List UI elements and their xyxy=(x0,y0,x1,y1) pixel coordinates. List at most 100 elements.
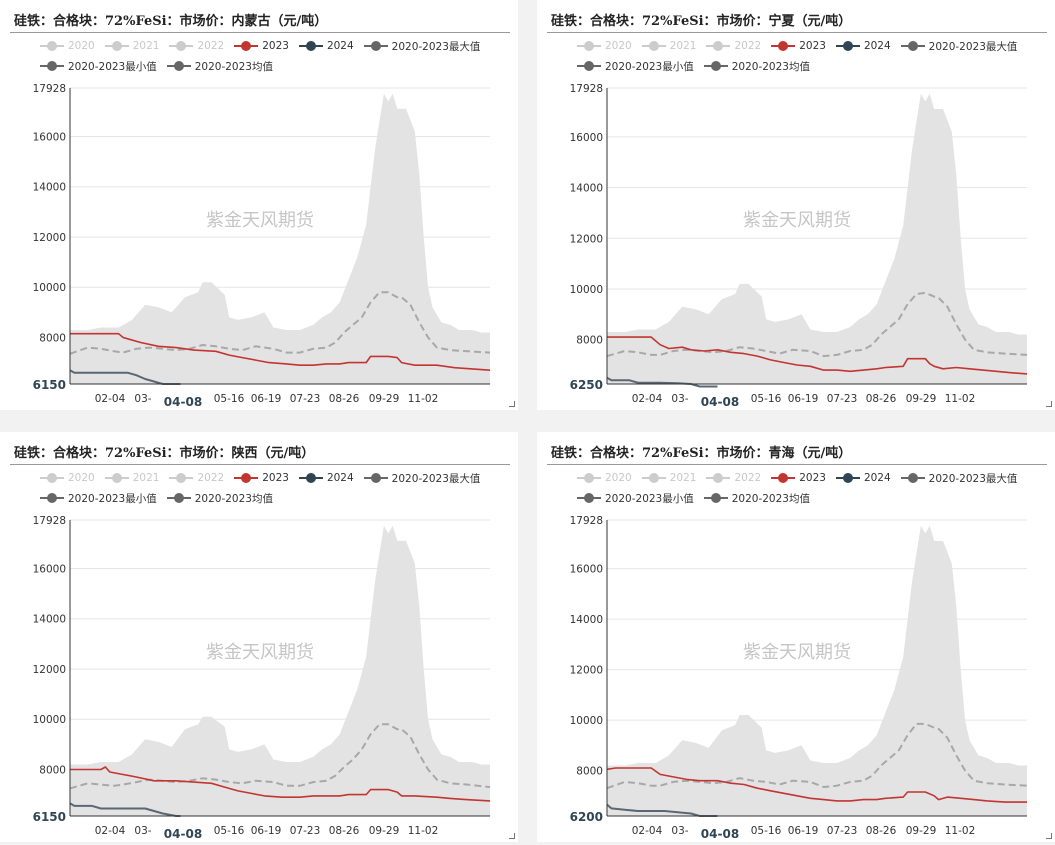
legend-item[interactable]: 2024 xyxy=(835,40,891,52)
legend-label: 2020-2023均值 xyxy=(194,60,273,73)
legend-row: 2020 2021 2022 2023 2024 2020-2023最大值 xyxy=(577,36,1037,56)
x-highlight-label: 04-08 xyxy=(164,827,202,841)
x-tick-label: 03- xyxy=(134,825,151,837)
x-tick-label: 11-02 xyxy=(945,393,976,405)
title-divider xyxy=(547,32,1047,33)
legend-marker-icon xyxy=(703,61,728,71)
y-tick-label: 14000 xyxy=(570,183,603,195)
chart-plot: 紫金天风期货 17928 8000 10000 12000 14000 16000 6150 0… xyxy=(32,83,491,410)
x-highlight-bg xyxy=(698,826,742,842)
legend-label: 2020-2023最小值 xyxy=(605,60,694,73)
x-tick-label: 05-16 xyxy=(751,825,782,837)
legend-item[interactable]: 2020-2023最大值 xyxy=(900,471,1018,486)
legend-marker-icon xyxy=(900,41,925,51)
legend-marker-icon xyxy=(40,61,64,71)
legend-row: 2020-2023最小值 2020-2023均值 xyxy=(577,488,1037,508)
legend-item[interactable]: 2021 xyxy=(104,472,159,484)
x-tick-label: 06-19 xyxy=(251,393,282,405)
legend-item[interactable]: 2020-2023最小值 xyxy=(577,491,694,506)
watermark-text: 紫金天风期货 xyxy=(206,642,314,663)
legend-item[interactable]: 2022 xyxy=(169,40,224,52)
x-tick-label: 11-02 xyxy=(408,825,439,837)
y-min-label: 6250 xyxy=(570,378,603,392)
legend-marker-icon xyxy=(900,473,925,483)
x-tick-label: 07-23 xyxy=(827,825,858,837)
legend-item[interactable]: 2020 xyxy=(577,40,632,52)
chart-legend[interactable]: 2020 2021 2022 2023 2024 2020-2023最大值 2020-202… xyxy=(577,36,1037,76)
legend-row: 2020 2021 2022 2023 2024 2020-2023最大值 xyxy=(40,468,500,488)
legend-marker-icon xyxy=(169,473,194,483)
legend-label: 2020-2023最大值 xyxy=(391,40,481,53)
legend-marker-icon xyxy=(363,473,388,483)
legend-label: 2023 xyxy=(262,40,289,52)
legend-item[interactable]: 2020-2023最大值 xyxy=(363,471,480,486)
chart-plot: 紫金天风期货 17928 8000 10000 12000 14000 16000 6150 0… xyxy=(32,515,491,842)
y-tick-label: 8000 xyxy=(576,335,603,347)
x-tick-label: 07-23 xyxy=(827,393,858,405)
legend-marker-icon xyxy=(104,41,129,51)
legend-item[interactable]: 2021 xyxy=(641,472,696,484)
x-tick-label: 09-29 xyxy=(369,825,400,837)
legend-label: 2020-2023最小值 xyxy=(68,60,157,73)
y-tick-label: 10000 xyxy=(33,714,66,726)
x-highlight-label: 04-08 xyxy=(701,827,739,841)
legend-marker-icon xyxy=(298,473,323,483)
resize-corner-icon xyxy=(509,401,515,407)
x-tick-label: 09-29 xyxy=(906,825,937,837)
y-tick-label: 17928 xyxy=(33,515,66,527)
legend-label: 2023 xyxy=(262,472,289,484)
legend-item[interactable]: 2021 xyxy=(641,40,696,52)
legend-marker-icon xyxy=(363,41,388,51)
y-tick-label: 17928 xyxy=(570,515,603,527)
x-tick-label: 11-02 xyxy=(408,393,439,405)
legend-item[interactable]: 2020-2023均值 xyxy=(703,59,810,74)
watermark-text: 紫金天风期货 xyxy=(743,210,851,231)
legend-item[interactable]: 2020-2023最大值 xyxy=(363,39,481,54)
legend-item[interactable]: 2020-2023最小值 xyxy=(40,59,157,74)
legend-item[interactable]: 2021 xyxy=(104,40,159,52)
legend-item[interactable]: 2023 xyxy=(234,40,289,52)
x-tick-label: 02-04 xyxy=(95,393,126,405)
legend-label: 2024 xyxy=(863,472,891,484)
x-tick-label: 02-04 xyxy=(632,825,663,837)
legend-item[interactable]: 2020-2023均值 xyxy=(703,491,810,506)
legend-marker-icon xyxy=(641,41,666,51)
chart-legend[interactable]: 2020 2021 2022 2023 2024 2020-2023最大值 2020-202… xyxy=(40,468,500,508)
legend-label: 2024 xyxy=(326,472,354,484)
legend-row: 2020-2023最小值 2020-2023均值 xyxy=(577,56,1037,76)
legend-item[interactable]: 2020 xyxy=(577,472,632,484)
legend-item[interactable]: 2020-2023最小值 xyxy=(40,491,157,506)
legend-item[interactable]: 2022 xyxy=(169,472,224,484)
legend-item[interactable]: 2020-2023最小值 xyxy=(577,59,694,74)
legend-item[interactable]: 2020-2023最大值 xyxy=(900,39,1017,54)
legend-label: 2020 xyxy=(68,40,95,52)
legend-item[interactable]: 2024 xyxy=(298,40,354,52)
legend-label: 2020-2023最大值 xyxy=(928,472,1018,485)
chart-title: 硅铁：合格块：72%FeSi：市场价：青海（元/吨） xyxy=(551,446,852,461)
legend-item[interactable]: 2020-2023均值 xyxy=(166,59,273,74)
legend-marker-icon xyxy=(40,493,64,503)
legend-label: 2020 xyxy=(605,40,632,52)
y-tick-label: 12000 xyxy=(570,665,603,677)
legend-item[interactable]: 2022 xyxy=(706,472,761,484)
x-tick-label: 03- xyxy=(671,393,688,405)
legend-label: 2020-2023均值 xyxy=(731,492,810,505)
legend-item[interactable]: 2020 xyxy=(40,472,95,484)
series-average-line xyxy=(606,722,1028,790)
legend-row: 2020-2023最小值 2020-2023均值 xyxy=(40,56,500,76)
legend-item[interactable]: 2023 xyxy=(771,472,826,484)
y-tick-label: 14000 xyxy=(33,614,66,626)
legend-item[interactable]: 2020-2023均值 xyxy=(166,491,273,506)
chart-legend[interactable]: 2020 2021 2022 2023 2024 2020-2023最大值 2020-202… xyxy=(40,36,500,76)
y-min-label-bg xyxy=(32,808,68,824)
legend-marker-icon xyxy=(166,493,191,503)
legend-item[interactable]: 2022 xyxy=(706,40,761,52)
legend-item[interactable]: 2023 xyxy=(771,40,826,52)
chart-panel-qinghai: 硅铁：合格块：72%FeSi：市场价：青海（元/吨） 2020 2021 2022 2… xyxy=(537,432,1055,842)
legend-item[interactable]: 2023 xyxy=(234,472,289,484)
legend-label: 2020 xyxy=(68,472,95,484)
legend-item[interactable]: 2024 xyxy=(298,472,354,484)
chart-legend[interactable]: 2020 2021 2022 2023 2024 2020-2023最大值 2020-202… xyxy=(577,468,1037,508)
legend-item[interactable]: 2024 xyxy=(835,472,891,484)
legend-item[interactable]: 2020 xyxy=(40,40,95,52)
